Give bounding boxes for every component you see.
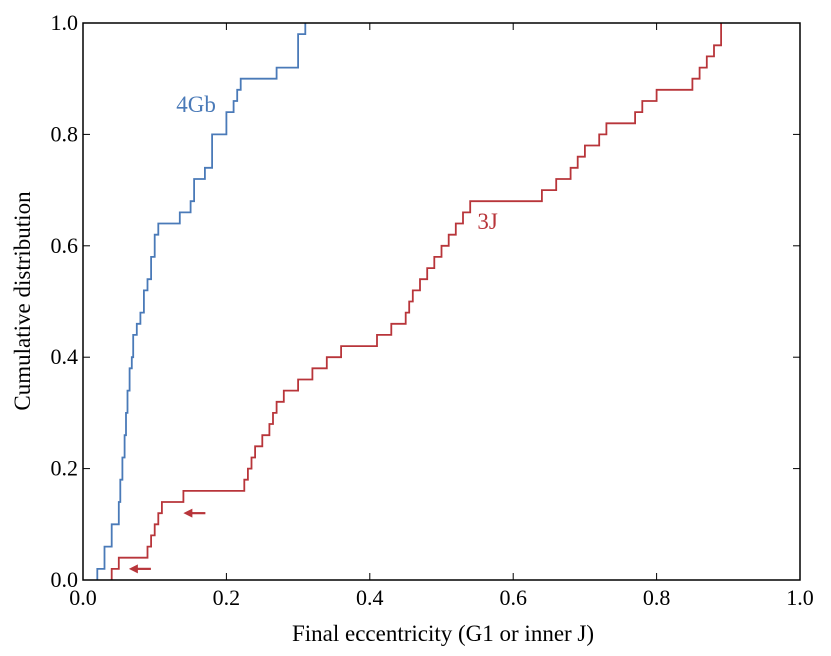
x-tick-label: 0.6 [499,585,527,610]
series-layer [96,23,722,580]
y-tick-label: 0.4 [51,344,79,369]
arrow-annotation-head [128,564,138,574]
y-tick-label: 0.6 [51,233,79,258]
y-tick-label: 0.2 [51,456,79,481]
x-tick-label: 1.0 [786,585,814,610]
x-tick-label: 0.4 [356,585,384,610]
series-line-3j [110,23,722,580]
y-tick-label: 0.0 [51,567,79,592]
plot-frame [82,22,801,581]
arrow-annotation-head [183,508,193,518]
x-tick-label: 0.0 [69,585,97,610]
y-tick-label: 1.0 [51,10,79,35]
x-tick-label: 0.8 [643,585,671,610]
x-tick-label: 0.2 [213,585,241,610]
series-label-3j: 3J [477,209,498,234]
series-line-4gb [96,23,307,580]
x-axis-label: Final eccentricity (G1 or inner J) [292,621,594,646]
y-tick-label: 0.8 [51,121,79,146]
series-label-4gb: 4Gb [176,92,216,117]
y-axis-label: Cumulative distribution [10,191,35,411]
annotation-layer [128,508,206,574]
labels-layer: 0.0 0.2 0.4 0.6 0.8 1.0 0.0 0.2 0.4 0.6 0.8 1.0 4Gb 3… [51,10,814,610]
